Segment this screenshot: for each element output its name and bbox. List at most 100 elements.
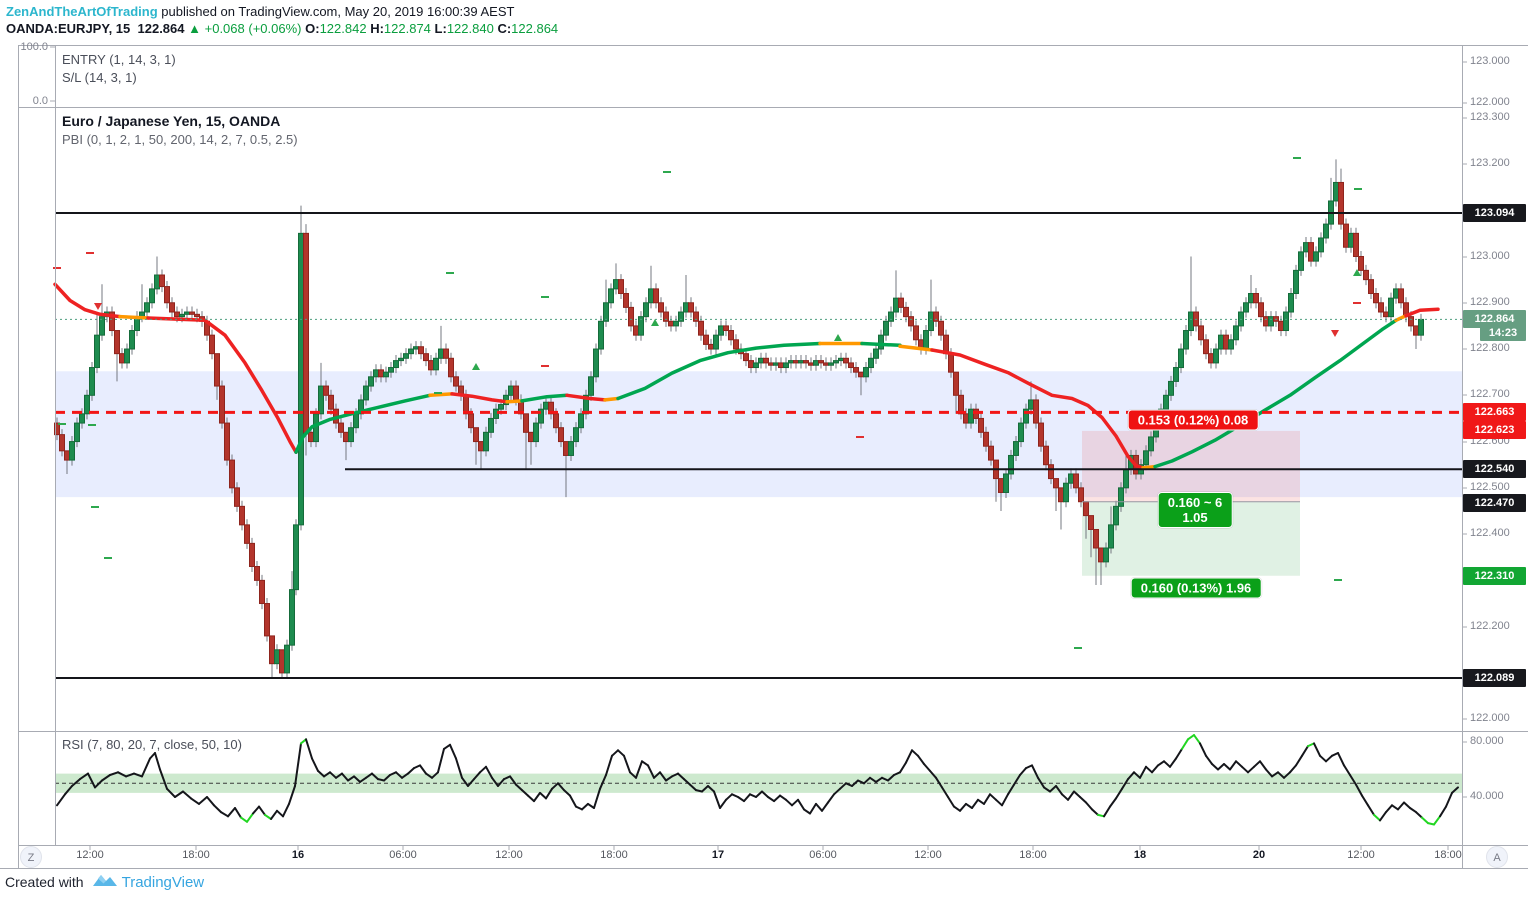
candle-down [663, 311, 669, 322]
candle-up [498, 404, 504, 410]
ma-line-flat [428, 392, 454, 398]
candle-up [1008, 454, 1014, 475]
candle-down [303, 232, 309, 433]
rsi-line [1235, 760, 1243, 768]
rsi-line [623, 754, 631, 774]
tradingview-brand-link[interactable]: TradingView [121, 873, 205, 891]
rsi-line [923, 763, 931, 772]
rsi-line [141, 757, 151, 778]
candle-up [753, 362, 759, 369]
rsi-line [947, 796, 955, 808]
rsi-line [1151, 764, 1159, 774]
rsi-line [1445, 791, 1453, 808]
position-tool-label[interactable]: 0.153 (0.12%) 0.08 [1127, 409, 1259, 431]
rsi-line [1343, 764, 1351, 776]
candle-up [94, 334, 100, 369]
pbi-indicator-title[interactable]: PBI (0, 1, 2, 1, 50, 200, 14, 2, 7, 0.5,… [62, 132, 298, 147]
candle-up [788, 360, 794, 364]
candle-down [343, 431, 349, 443]
candle-up [1168, 380, 1174, 396]
candle-down [628, 306, 634, 327]
rsi-line [407, 767, 415, 775]
rsi-line [863, 776, 871, 785]
time-axis-label: 12:00 [495, 849, 523, 861]
rsi-line [288, 785, 296, 805]
timezone-button[interactable]: Z [20, 846, 42, 868]
candle-up [1228, 339, 1234, 350]
author-link[interactable]: ZenAndTheArtOfTrading [6, 4, 158, 19]
candle-up [398, 357, 404, 362]
rsi-line [467, 778, 475, 787]
rsi-line [1337, 752, 1345, 767]
rsi-line [1307, 742, 1315, 748]
rsi-line [117, 771, 127, 778]
auto-scale-button[interactable]: A [1486, 846, 1508, 868]
rsi-line [575, 805, 583, 811]
sl-indicator-title[interactable]: S/L (14, 3, 1) [62, 70, 137, 85]
candle-up [383, 371, 389, 378]
candle-up [683, 302, 689, 313]
candle-up [1028, 399, 1034, 410]
rsi-line [701, 785, 709, 793]
candle-up [543, 401, 549, 410]
candle-up [758, 357, 764, 364]
rsi-indicator-title[interactable]: RSI (7, 80, 20, 7, close, 50, 10) [62, 737, 242, 752]
rsi-line [419, 764, 427, 775]
candle-up [648, 288, 654, 304]
candle-up [873, 348, 879, 359]
rsi-line [264, 813, 272, 820]
rsi-line [71, 778, 81, 787]
tradingview-logo-icon[interactable] [92, 872, 118, 892]
candle-down [728, 330, 734, 341]
rsi-line [234, 807, 242, 819]
rsi-line [1103, 805, 1111, 818]
rsi-line [527, 794, 535, 803]
position-tool-label[interactable]: 0.160 ~ 6 1.05 [1157, 492, 1233, 528]
rsi-line [1439, 805, 1447, 818]
rsi-line [839, 782, 847, 790]
rsi-line [629, 771, 637, 779]
entry-indicator-title[interactable]: ENTRY (1, 14, 3, 1) [62, 52, 176, 67]
rsi-line [1265, 768, 1273, 778]
rsi-line [1121, 778, 1129, 790]
candle-down [338, 422, 344, 433]
position-tool-label[interactable]: 0.160 (0.13%) 1.96 [1130, 577, 1262, 599]
rsi-line [545, 787, 553, 800]
rsi-line [905, 749, 913, 764]
candle-up [638, 316, 644, 336]
candle-up [388, 367, 394, 373]
rsi-line [270, 809, 278, 820]
candle-down [1038, 422, 1044, 447]
candle-up [79, 413, 85, 424]
candle-down [1033, 399, 1039, 424]
rsi-line [383, 774, 391, 782]
publish-line: ZenAndTheArtOfTrading published on Tradi… [6, 4, 514, 19]
candle-down [763, 357, 769, 364]
ma-line-up [294, 393, 432, 454]
candle-down [848, 362, 854, 369]
signal-triangle [94, 303, 102, 310]
candle-down [1353, 232, 1359, 257]
rsi-line [240, 816, 248, 823]
candle-up [1348, 232, 1354, 248]
candle-up [408, 348, 414, 355]
rsi-line [1397, 801, 1405, 811]
candle-down [938, 320, 944, 336]
symbol-title[interactable]: Euro / Japanese Yen, 15, OANDA [62, 113, 281, 129]
candle-down [733, 339, 739, 350]
close-label: C: [497, 21, 512, 36]
candle-down [1398, 288, 1404, 304]
candle-up [613, 279, 619, 290]
symbol-label[interactable]: OANDA:EURJPY, 15 [6, 21, 131, 36]
rsi-line [695, 789, 703, 793]
rsi-line [593, 787, 601, 809]
candle-down [194, 313, 200, 318]
candle-up [883, 320, 889, 336]
rsi-line [94, 779, 103, 789]
candle-down [843, 357, 849, 364]
candle-down [708, 343, 714, 350]
rsi-line [206, 796, 215, 807]
candle-down [1378, 302, 1384, 313]
rsi-line [1175, 747, 1183, 760]
